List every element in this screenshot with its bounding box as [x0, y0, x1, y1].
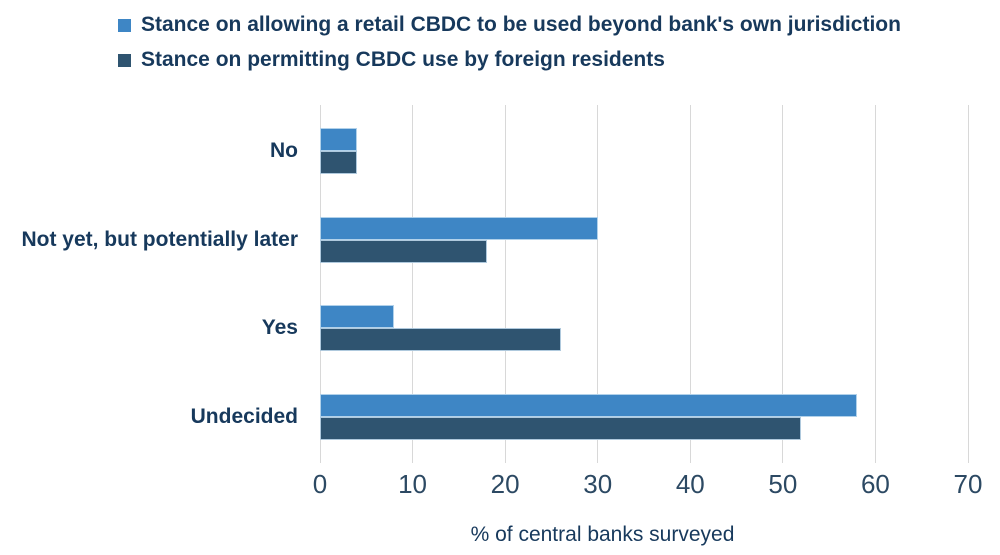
y-category-label: Yes [261, 316, 298, 339]
x-tick-label: 60 [860, 469, 890, 499]
x-tick-label: 30 [583, 469, 613, 499]
gridline [689, 105, 691, 463]
legend-swatch-foreign-residents [118, 53, 131, 67]
plot-area [319, 105, 969, 463]
gridline [504, 105, 506, 463]
bar-beyond-jurisdiction-undecided [320, 393, 857, 417]
bar-foreign-residents-no [320, 151, 358, 174]
x-tick-label: 20 [490, 469, 520, 499]
x-tick-label: 40 [675, 469, 705, 499]
gridline [782, 105, 784, 463]
x-tick-label: 70 [953, 469, 983, 499]
x-axis-ticks: 0 10 20 30 40 50 60 70 [313, 469, 983, 501]
x-tick-label: 0 [312, 469, 328, 499]
bar-foreign-residents-undecided [320, 416, 802, 440]
legend-swatch-beyond-jurisdiction [118, 18, 131, 32]
bar-beyond-jurisdiction-no [320, 128, 358, 151]
bar-foreign-residents-yes [320, 328, 561, 351]
y-category-label: Not yet, but potentially later [21, 227, 298, 251]
gridline [967, 105, 969, 463]
legend: Stance on allowing a retail CBDC to be u… [118, 10, 901, 80]
bar-beyond-jurisdiction-not-yet-but-potentially-later [320, 216, 598, 240]
x-axis-title: % of central banks surveyed [470, 523, 735, 546]
x-tick-label: 50 [768, 469, 798, 499]
gridline [597, 105, 599, 463]
gridline [874, 105, 876, 463]
gridline [319, 105, 321, 463]
x-tick-label: 10 [398, 469, 428, 499]
legend-item-beyond-jurisdiction: Stance on allowing a retail CBDC to be u… [118, 10, 901, 40]
bar-beyond-jurisdiction-yes [320, 305, 395, 328]
legend-label-beyond-jurisdiction: Stance on allowing a retail CBDC to be u… [141, 13, 901, 36]
gridline [412, 105, 414, 463]
y-category-label: Undecided [190, 404, 298, 428]
bar-foreign-residents-not-yet-but-potentially-later [320, 239, 487, 263]
legend-item-foreign-residents: Stance on permitting CBDC use by foreign… [118, 45, 901, 75]
y-category-label: No [270, 139, 298, 162]
legend-label-foreign-residents: Stance on permitting CBDC use by foreign… [141, 48, 665, 71]
